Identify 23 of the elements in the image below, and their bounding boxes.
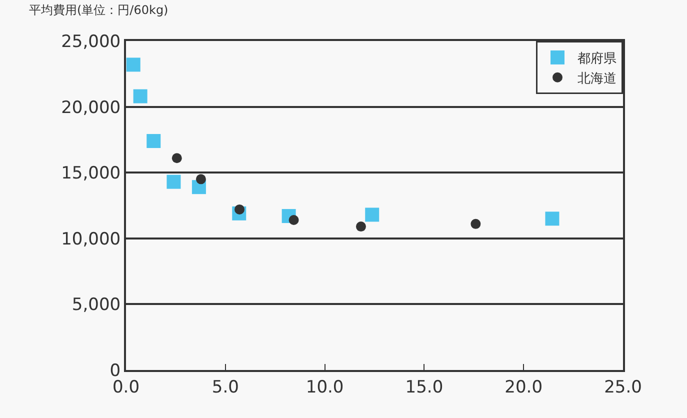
point bbox=[166, 174, 181, 189]
point bbox=[126, 58, 140, 72]
point bbox=[172, 153, 182, 164]
legend-label: 都府県 bbox=[578, 50, 616, 67]
x-tick-label: 10.0 bbox=[306, 377, 344, 398]
point bbox=[470, 218, 481, 229]
x-tick-label: 25.0 bbox=[604, 377, 642, 398]
y-tick-label: 10,000 bbox=[61, 229, 121, 250]
point bbox=[545, 212, 560, 226]
point bbox=[133, 89, 148, 104]
y-tick-label: 25,000 bbox=[61, 32, 121, 52]
x-tick-label: 5.0 bbox=[212, 377, 239, 398]
y-tick-label: 20,000 bbox=[61, 98, 121, 118]
x-tick-label: 15.0 bbox=[405, 377, 444, 398]
y-axis-title: 平均費用(単位：円/60kg) bbox=[29, 3, 168, 17]
point bbox=[196, 174, 206, 184]
point bbox=[146, 134, 161, 148]
y-tick-label: 15,000 bbox=[61, 164, 121, 184]
y-tick-label: 5,000 bbox=[72, 295, 121, 316]
x-tick-label: 20.0 bbox=[504, 377, 543, 398]
legend-label: 北海道 bbox=[578, 71, 616, 86]
point bbox=[356, 222, 366, 232]
point bbox=[365, 208, 380, 222]
